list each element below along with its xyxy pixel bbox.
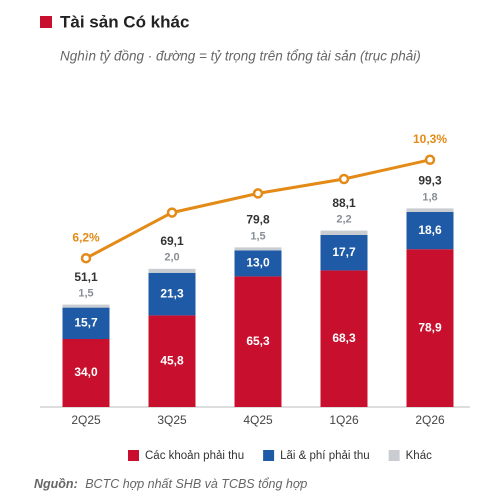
x-tick-label: 2Q26 <box>415 413 445 427</box>
bar-segment <box>148 315 196 407</box>
total-label: 69,1 <box>160 234 184 248</box>
line-point <box>80 252 92 264</box>
title-marker <box>40 16 52 28</box>
bar-segment <box>406 249 454 407</box>
legend-swatch <box>388 450 400 461</box>
line-point <box>252 188 264 199</box>
chart-subtitle: Nghìn tỷ đồng · đường = tỷ trọng trên tổ… <box>60 49 421 64</box>
total-label: 79,8 <box>246 213 270 227</box>
bar-segment <box>148 272 196 316</box>
bar-segment <box>234 247 282 251</box>
value-label: 15,7 <box>74 315 98 329</box>
value-label: 1,8 <box>422 191 437 203</box>
line <box>85 158 431 260</box>
bar-segment <box>234 276 282 407</box>
value-label: 18,6 <box>418 223 442 237</box>
bar-segment <box>148 268 196 273</box>
value-label: 68,3 <box>332 331 356 345</box>
legend-label: Lãi & phí phải thu <box>280 450 370 462</box>
value-label: 45,8 <box>160 353 184 367</box>
legend-swatch <box>128 450 139 461</box>
x-tick-label: 1Q26 <box>329 413 359 427</box>
value-label: 2,0 <box>164 252 179 264</box>
bar-segment <box>320 235 368 271</box>
line-point <box>424 154 436 166</box>
chart-title: Tài sản Có khác <box>60 12 189 31</box>
total-label: 88,1 <box>332 196 356 210</box>
bar-segment <box>62 307 110 339</box>
line-point <box>338 173 350 185</box>
x-tick-label: 2Q25 <box>71 413 101 427</box>
value-label: 34,0 <box>74 365 98 379</box>
value-label: 2,2 <box>336 214 351 226</box>
bar-segment <box>234 250 282 277</box>
bar-segment <box>406 208 454 212</box>
legend-label: Các khoản phải thu <box>145 450 244 462</box>
legend-swatch <box>263 450 275 461</box>
value-label: 17,7 <box>332 245 356 259</box>
line-label: 6,2% <box>72 230 100 244</box>
legend-label: Khác <box>406 450 432 462</box>
bar-segment <box>62 339 110 407</box>
source-label: Nguồn: <box>34 477 78 491</box>
total-label: 99,3 <box>418 174 442 188</box>
x-tick-label: 4Q25 <box>243 413 273 427</box>
value-label: 78,9 <box>418 320 442 334</box>
value-label: 13,0 <box>246 256 270 270</box>
value-label: 1,5 <box>250 230 265 242</box>
line-label: 10,3% <box>413 132 447 146</box>
bar-segment <box>320 230 368 235</box>
x-tick-label: 3Q25 <box>157 413 187 427</box>
source-text: BCTC hợp nhất SHB và TCBS tổng hợp <box>85 477 307 491</box>
value-label: 65,3 <box>246 334 270 348</box>
value-label: 1,5 <box>78 288 93 300</box>
total-label: 51,1 <box>74 270 98 284</box>
value-label: 21,3 <box>160 286 184 300</box>
source: Nguồn: BCTC hợp nhất SHB và TCBS tổng hợ… <box>34 477 307 491</box>
bar-segment <box>62 304 110 308</box>
bar-segment <box>406 212 454 250</box>
bar-segment <box>320 270 368 407</box>
line-point <box>166 207 178 218</box>
